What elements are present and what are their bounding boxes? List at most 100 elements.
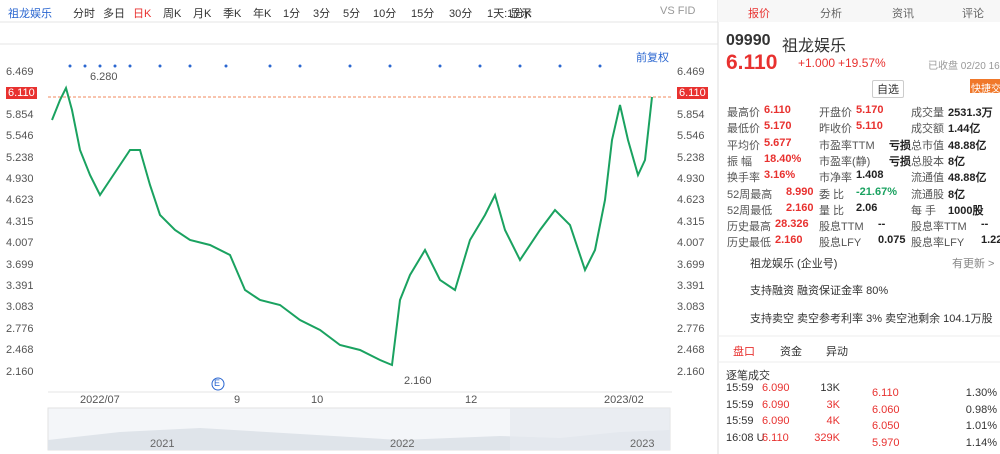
y-axis-label: 4.007 [677, 237, 705, 250]
y-axis-label: 6.469 [677, 66, 705, 78]
y-axis-label: 3.083 [6, 301, 34, 314]
stat-value: 8亿 [948, 188, 966, 201]
book-price: 6.110 [872, 387, 899, 399]
period-button[interactable]: 5分 [343, 8, 361, 20]
trade-time: 15:59 [726, 382, 754, 394]
stat-value: 5.677 [764, 136, 792, 149]
compare-button[interactable]: VS FID [660, 5, 696, 17]
period-button[interactable]: 周K [163, 8, 182, 20]
panel-tab[interactable]: 资讯 [892, 8, 914, 20]
period-button[interactable]: 季K [223, 8, 242, 20]
y-axis-label: 5.238 [6, 151, 34, 164]
trade-volume: 329K [814, 431, 840, 444]
stat-value: 2531.3万 [948, 107, 993, 119]
stat-value: 5.110 [856, 120, 883, 133]
period-button[interactable]: 10分 [373, 8, 397, 20]
display-menu[interactable]: 显示 [510, 8, 532, 20]
trade-time: 15:59 [726, 398, 754, 411]
stat-value: 亏损 [889, 155, 911, 168]
high-note: 6.280 [90, 71, 118, 83]
y-axis-label: 2.160 [677, 365, 705, 378]
sub-tab[interactable]: 资金 [780, 346, 802, 358]
y-axis-label: 6.469 [6, 66, 34, 78]
y-axis-label: 4.007 [6, 237, 34, 250]
period-button[interactable]: 15分 [411, 8, 435, 20]
period-button[interactable]: 月K [193, 8, 212, 20]
y-axis-label: 6.110 [6, 87, 37, 100]
period-button[interactable]: 分时 [73, 8, 95, 20]
y-axis-label: 5.546 [6, 130, 34, 143]
market-status: 已收盘 02/20 16:0 [928, 61, 1000, 72]
book-price: 5.970 [872, 436, 900, 449]
sub-tab[interactable]: 盘口 [733, 346, 755, 358]
y-axis-label: 3.391 [677, 280, 705, 292]
stat-label: 成交额 [911, 123, 944, 136]
stat-label: 量 比 [819, 204, 845, 217]
panel-tab[interactable]: 分析 [820, 8, 842, 20]
stat-label: 振 幅 [727, 155, 753, 168]
navigator-year: 2022 [390, 438, 415, 450]
period-button[interactable]: 多日 [103, 8, 125, 20]
event-marker[interactable]: E [214, 378, 221, 388]
sub-tab[interactable]: 异动 [826, 346, 848, 358]
update-link[interactable]: 有更新 > [952, 258, 995, 270]
x-axis-label: 10 [311, 394, 324, 406]
stat-label: 股息TTM [819, 221, 864, 234]
stat-value: 8亿 [948, 155, 966, 168]
period-button[interactable]: 1分 [283, 8, 301, 20]
y-axis-label: 2.776 [6, 322, 34, 335]
margin-row: 支持融资 融资保证金率 80% [750, 285, 889, 297]
trade-volume: 4K [826, 415, 840, 427]
stat-value: 1000股 [948, 204, 984, 217]
period-button[interactable]: 年K [253, 8, 272, 20]
navigator-year: 2023 [630, 438, 655, 450]
y-axis-label: 3.391 [6, 280, 34, 292]
low-note: 2.160 [404, 375, 432, 387]
y-axis-label: 3.699 [677, 258, 705, 271]
stat-value: 48.88亿 [948, 172, 987, 185]
period-button[interactable]: 1天:1分K [487, 8, 532, 20]
stat-value: 18.40% [764, 152, 802, 165]
stat-label: 最高价 [727, 107, 760, 119]
panel-tab[interactable]: 评论 [962, 8, 984, 20]
stat-label: 股息率TTM [911, 221, 967, 234]
y-axis-label: 4.623 [6, 194, 34, 207]
y-axis-label: 5.546 [677, 130, 705, 143]
stock-tab[interactable]: 祖龙娱乐 [8, 8, 52, 20]
stat-label: 市盈率(静) [819, 155, 871, 168]
stock-code: 09990 [726, 32, 771, 49]
trade-button[interactable]: 快捷交易 [971, 84, 1000, 95]
stat-value: 5.170 [764, 120, 792, 133]
stat-label: 流通股 [911, 188, 944, 201]
y-axis-label: 2.468 [677, 344, 705, 357]
trade-time: 16:08 U [726, 431, 765, 444]
stat-value: 0.075 [878, 234, 906, 247]
period-button[interactable]: 日K [133, 8, 152, 20]
x-axis-label: 2022/07 [80, 394, 120, 406]
stat-value: 1.227% [981, 234, 1000, 247]
stat-label: 成交量 [911, 107, 944, 119]
adjust-button[interactable]: 前复权 [636, 52, 669, 64]
change: +1.000 [798, 56, 836, 70]
stat-value: 5.170 [856, 104, 884, 116]
y-axis-label: 6.110 [677, 87, 708, 100]
stat-label: 换手率 [727, 172, 760, 185]
stat-value: 48.88亿 [948, 139, 987, 152]
period-button[interactable]: 3分 [313, 8, 331, 20]
watch-button[interactable]: 自选 [872, 80, 904, 98]
stat-label: 每 手 [911, 204, 937, 217]
stat-label: 昨收价 [819, 123, 852, 136]
panel-tab[interactable]: 报价 [748, 8, 770, 20]
stat-value: 2.06 [856, 201, 878, 214]
stat-label: 市净率 [819, 172, 852, 185]
stat-value: -- [878, 218, 886, 231]
period-button[interactable]: 30分 [449, 8, 473, 20]
book-price: 6.050 [872, 420, 900, 432]
trade-price: 6.090 [762, 382, 790, 394]
y-axis-label: 5.238 [677, 151, 705, 164]
y-axis-label: 4.930 [6, 173, 34, 185]
stat-value: 2.160 [775, 234, 803, 247]
x-axis-label: 2023/02 [604, 394, 644, 406]
company-row[interactable]: 祖龙娱乐 (企业号) [750, 258, 838, 270]
